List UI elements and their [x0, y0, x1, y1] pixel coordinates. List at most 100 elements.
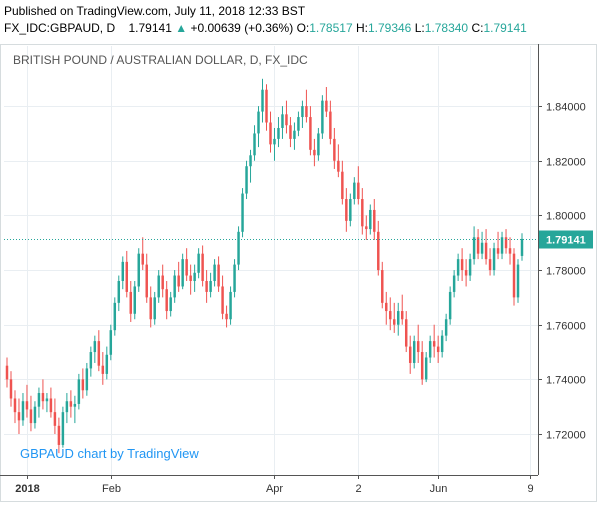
candle — [253, 125, 256, 161]
candle — [93, 335, 97, 363]
chart-title: BRITISH POUND / AUSTRALIAN DOLLAR, D, FX… — [13, 53, 308, 67]
x-tick-label: Feb — [102, 483, 121, 495]
candle-body — [145, 264, 148, 298]
candle — [53, 398, 57, 435]
candle-body — [341, 171, 344, 200]
candle — [416, 324, 420, 363]
candle — [5, 357, 9, 388]
candle — [301, 100, 304, 128]
candle — [61, 406, 65, 448]
candle — [161, 264, 164, 298]
candle — [460, 248, 464, 281]
candle-body — [117, 280, 121, 303]
candle-body — [452, 275, 456, 292]
candle-body — [476, 237, 480, 254]
candle — [440, 330, 444, 358]
candle-body — [456, 259, 460, 276]
high-value: 1.79346 — [367, 21, 412, 35]
candle-body — [253, 133, 256, 156]
candle-body — [305, 106, 308, 118]
candle-body — [257, 111, 260, 134]
candle-body — [61, 412, 65, 445]
change-arrow-icon: ▲ — [175, 21, 188, 35]
candle-body — [397, 311, 400, 325]
x-tick-label: 2018 — [15, 483, 39, 495]
candle — [73, 395, 77, 424]
candle — [361, 188, 364, 235]
chart-frame: 1.84000 1.82000 1.80000 1.78000 1.76000 1.740… — [0, 44, 597, 502]
candle-body — [249, 155, 252, 167]
candle — [49, 387, 53, 418]
candle — [217, 256, 220, 292]
x-tick-label: 2 — [355, 483, 361, 495]
candle — [448, 286, 452, 325]
candle — [289, 117, 292, 148]
y-tick-label: 1.80000 — [546, 211, 586, 223]
candle-body — [385, 302, 388, 312]
candle — [349, 193, 352, 227]
candle — [137, 248, 140, 292]
candle — [81, 368, 85, 399]
candle — [201, 245, 204, 287]
candle-body — [41, 393, 45, 402]
candle — [516, 259, 520, 303]
candle-body — [393, 319, 396, 325]
candle-body — [428, 341, 432, 358]
candle — [181, 253, 184, 290]
candle — [492, 242, 496, 276]
candle — [249, 149, 252, 183]
candle-body — [365, 226, 368, 230]
low-label: L: — [414, 21, 425, 35]
y-tick-label: 1.74000 — [546, 375, 586, 387]
candle — [420, 341, 424, 385]
candle-body — [33, 406, 37, 424]
candle — [153, 291, 156, 325]
candle-body — [129, 291, 132, 314]
candle — [37, 387, 41, 418]
change-value: +0.00639 (+0.36%) — [190, 21, 294, 35]
y-axis: 1.84000 1.82000 1.80000 1.78000 1.76000 1.740… — [538, 44, 593, 475]
symbol-label: FX_IDC:GBPAUD, D — [4, 21, 116, 35]
candle — [173, 270, 176, 303]
candle-body — [317, 133, 320, 156]
candle — [165, 280, 168, 320]
candle-body — [93, 341, 97, 353]
high-label: H: — [355, 21, 368, 35]
candle-body — [373, 209, 376, 232]
candle-body — [77, 379, 81, 404]
candle-body — [37, 393, 41, 407]
candle-body — [193, 272, 196, 281]
candle-body — [185, 259, 188, 276]
candle — [329, 100, 332, 145]
candle — [321, 95, 324, 139]
candle — [281, 106, 284, 139]
candle-body — [353, 182, 356, 200]
candle-body — [289, 125, 292, 139]
x-tick-label: 9 — [527, 483, 533, 495]
candle — [496, 231, 500, 260]
candle-body — [436, 346, 440, 353]
candle-body — [297, 117, 300, 131]
candle — [197, 248, 200, 279]
candle — [157, 270, 160, 303]
candle-body — [181, 259, 184, 287]
candle-body — [512, 253, 516, 298]
candle-body — [5, 365, 9, 380]
candle-body — [165, 289, 168, 312]
candle — [269, 111, 272, 153]
candle — [428, 335, 432, 363]
candle — [117, 275, 121, 312]
candle-body — [345, 199, 348, 221]
candle-body — [460, 259, 464, 271]
candle — [237, 226, 240, 271]
x-tick-label: Jun — [430, 483, 448, 495]
candle-body — [420, 352, 424, 380]
candlestick-chart[interactable]: 1.84000 1.82000 1.80000 1.78000 1.76000 1.740… — [0, 44, 597, 502]
candle-body — [53, 412, 57, 426]
candle — [265, 84, 268, 131]
published-note: Published on TradingView.com, July 11, 2… — [4, 4, 306, 18]
candle — [309, 106, 312, 156]
candle — [456, 253, 460, 281]
candle-body — [237, 231, 240, 265]
candle-body — [65, 401, 69, 413]
